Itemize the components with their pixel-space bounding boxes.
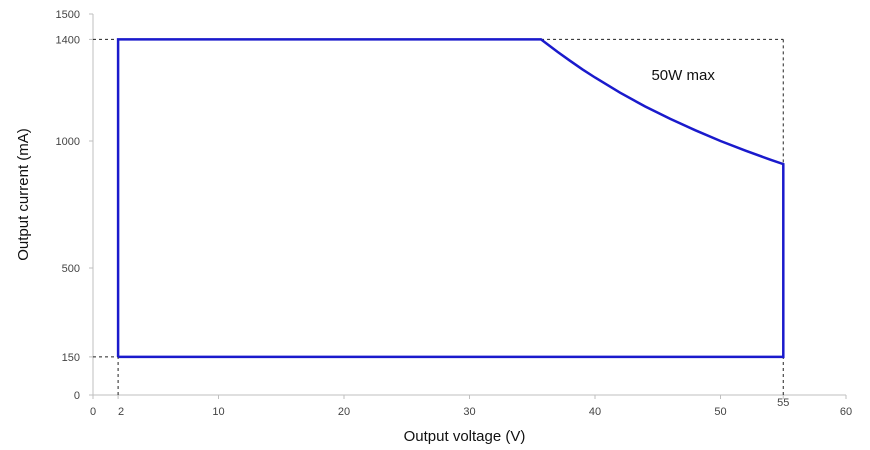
y-tick-label: 1500 <box>56 9 80 21</box>
x-tick-label: 30 <box>463 406 475 418</box>
series-layer <box>116 38 785 359</box>
x-tick-label: 2 <box>118 406 124 418</box>
x-tick-label: 0 <box>90 406 96 418</box>
tick-labels: 0 150 500 1000 1400 1500 0 2 10 20 30 40 50 55 60 <box>56 9 853 418</box>
axes <box>89 13 847 399</box>
x-axis-label: Output voltage (V) <box>404 428 526 445</box>
x-tick-label: 20 <box>338 406 350 418</box>
x-tick-label: 40 <box>589 406 601 418</box>
y-tick-label: 0 <box>74 390 80 402</box>
x-tick-label: 60 <box>840 406 852 418</box>
y-tick-label: 150 <box>62 352 80 364</box>
reference-lines <box>93 38 784 395</box>
y-tick-label: 1000 <box>56 136 80 148</box>
y-axis-label: Output current (mA) <box>15 128 32 261</box>
annotation-label: 50W max <box>651 67 715 84</box>
y-tick-label: 500 <box>62 263 80 275</box>
x-tick-label: 10 <box>212 406 224 418</box>
series-line <box>116 38 785 359</box>
x-tick-label: 55 <box>777 397 789 409</box>
x-tick-label: 50 <box>714 406 726 418</box>
y-tick-label: 1400 <box>56 34 80 46</box>
